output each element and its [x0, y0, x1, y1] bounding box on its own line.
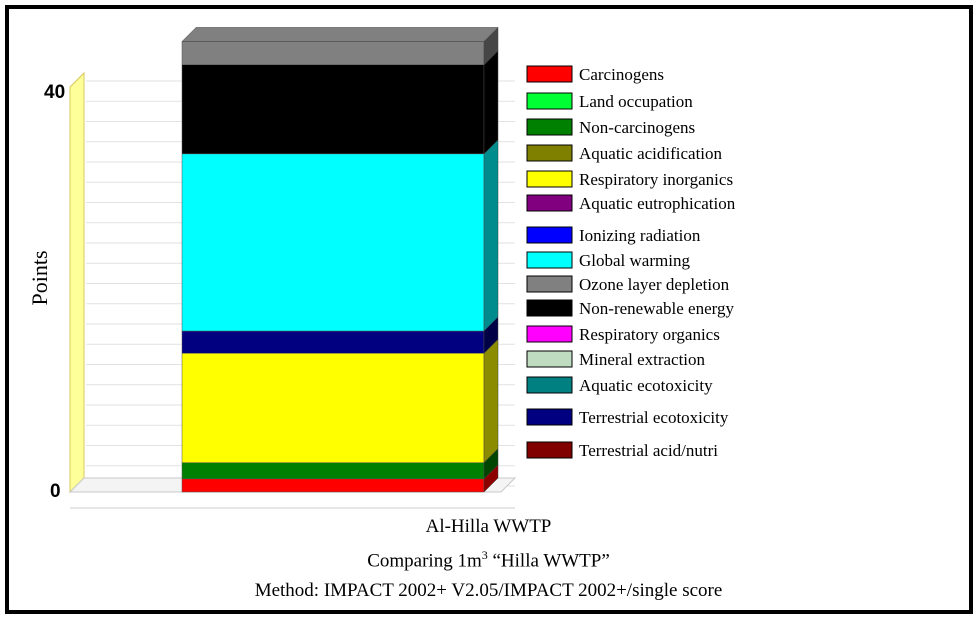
bar-segment	[181, 153, 485, 332]
legend-label: Respiratory inorganics	[579, 170, 733, 189]
bar-segment	[181, 478, 485, 493]
legend-item: Aquatic acidification	[526, 144, 723, 163]
comparing-caption: Comparing 1m3 “Hilla WWTP”	[0, 548, 977, 572]
legend-swatch	[526, 275, 573, 293]
legend-label: Respiratory organics	[579, 325, 720, 344]
legend-label: Carcinogens	[579, 65, 664, 84]
bar-segment-side	[483, 139, 499, 332]
legend-item: Global warming	[526, 251, 690, 270]
legend-label: Aquatic acidification	[579, 144, 723, 163]
legend-item: Respiratory organics	[526, 325, 720, 344]
bar-segment	[181, 353, 485, 463]
legend-item: Mineral extraction	[526, 350, 706, 369]
legend-item: Terrestrial ecotoxicity	[526, 408, 729, 427]
legend-swatch	[526, 92, 573, 110]
bar-stack	[181, 26, 499, 493]
bar-segment-side	[483, 338, 499, 464]
y-axis-label: Points	[27, 250, 52, 305]
legend-label: Aquatic ecotoxicity	[579, 376, 713, 395]
legend: Carcinogens Land occupation Non-carcinogen…	[526, 65, 736, 460]
y-tick-label: 40	[44, 82, 65, 103]
legend-swatch	[526, 376, 573, 394]
legend-item: Aquatic ecotoxicity	[526, 376, 713, 395]
legend-item: Carcinogens	[526, 65, 664, 84]
legend-swatch	[526, 170, 573, 188]
legend-swatch	[526, 441, 573, 459]
legend-label: Terrestrial ecotoxicity	[579, 408, 729, 427]
legend-label: Global warming	[579, 251, 690, 270]
bar-segment	[181, 462, 485, 480]
bar-segment	[181, 330, 485, 354]
legend-item: Land occupation	[526, 92, 693, 111]
legend-swatch	[526, 299, 573, 317]
legend-item: Ozone layer depletion	[526, 275, 730, 294]
legend-swatch	[526, 350, 573, 368]
x-category-label: Al-Hilla WWTP	[425, 516, 552, 537]
comparing-prefix: Comparing 1m	[367, 550, 482, 572]
legend-swatch	[526, 144, 573, 162]
legend-label: Aquatic eutrophication	[579, 194, 736, 213]
legend-label: Land occupation	[579, 92, 693, 111]
legend-label: Ionizing radiation	[579, 226, 701, 245]
bar-top-face	[181, 27, 499, 42]
bar-segment-side	[483, 50, 499, 155]
legend-label: Terrestrial acid/nutri	[579, 441, 718, 460]
comparing-superscript: 3	[481, 548, 488, 562]
legend-swatch	[526, 65, 573, 83]
legend-swatch	[526, 325, 573, 343]
bar-segment	[181, 64, 485, 155]
legend-swatch	[526, 194, 573, 212]
legend-item: Ionizing radiation	[526, 226, 701, 245]
legend-label: Mineral extraction	[579, 350, 706, 369]
axis-wall-face	[69, 71, 85, 494]
y-tick-label: 0	[50, 481, 61, 502]
legend-swatch	[526, 118, 573, 136]
legend-swatch	[526, 408, 573, 426]
legend-label: Ozone layer depletion	[579, 275, 730, 294]
legend-item: Respiratory inorganics	[526, 170, 733, 189]
legend-label: Non-renewable energy	[579, 299, 734, 318]
legend-item: Aquatic eutrophication	[526, 194, 736, 213]
legend-item: Non-carcinogens	[526, 118, 695, 137]
comparing-suffix: “Hilla WWTP”	[487, 550, 610, 572]
legend-swatch	[526, 226, 573, 244]
method-caption: Method: IMPACT 2002+ V2.05/IMPACT 2002+/…	[254, 580, 723, 601]
bar-segment	[181, 41, 485, 65]
legend-label: Non-carcinogens	[579, 118, 695, 137]
legend-swatch	[526, 251, 573, 269]
legend-item: Non-renewable energy	[526, 299, 734, 318]
legend-item: Terrestrial acid/nutri	[526, 441, 718, 460]
